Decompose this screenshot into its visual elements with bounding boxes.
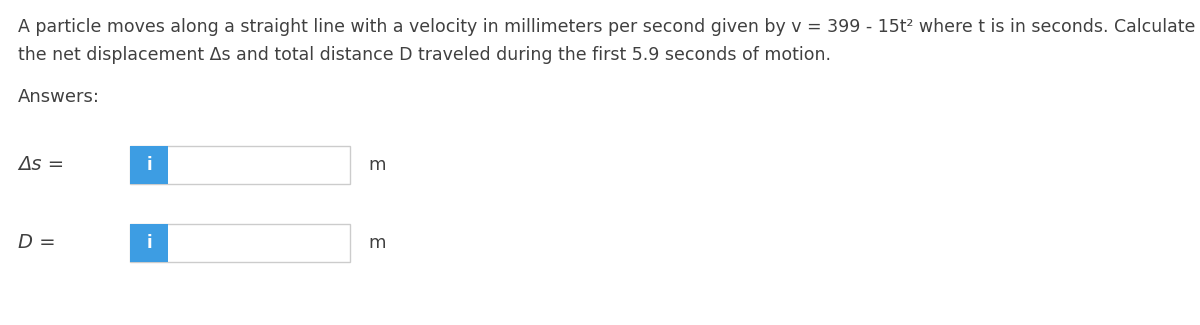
Text: D =: D = bbox=[18, 233, 55, 253]
Text: Δs =: Δs = bbox=[18, 155, 64, 175]
FancyBboxPatch shape bbox=[130, 146, 168, 184]
FancyBboxPatch shape bbox=[130, 224, 168, 262]
Text: A particle moves along a straight line with a velocity in millimeters per second: A particle moves along a straight line w… bbox=[18, 18, 1195, 36]
Text: i: i bbox=[146, 156, 152, 174]
Text: i: i bbox=[146, 234, 152, 252]
Text: m: m bbox=[368, 156, 385, 174]
Text: the net displacement Δs and total distance D traveled during the first 5.9 secon: the net displacement Δs and total distan… bbox=[18, 46, 830, 64]
FancyBboxPatch shape bbox=[130, 224, 350, 262]
FancyBboxPatch shape bbox=[130, 146, 350, 184]
Text: Answers:: Answers: bbox=[18, 88, 100, 106]
Text: m: m bbox=[368, 234, 385, 252]
